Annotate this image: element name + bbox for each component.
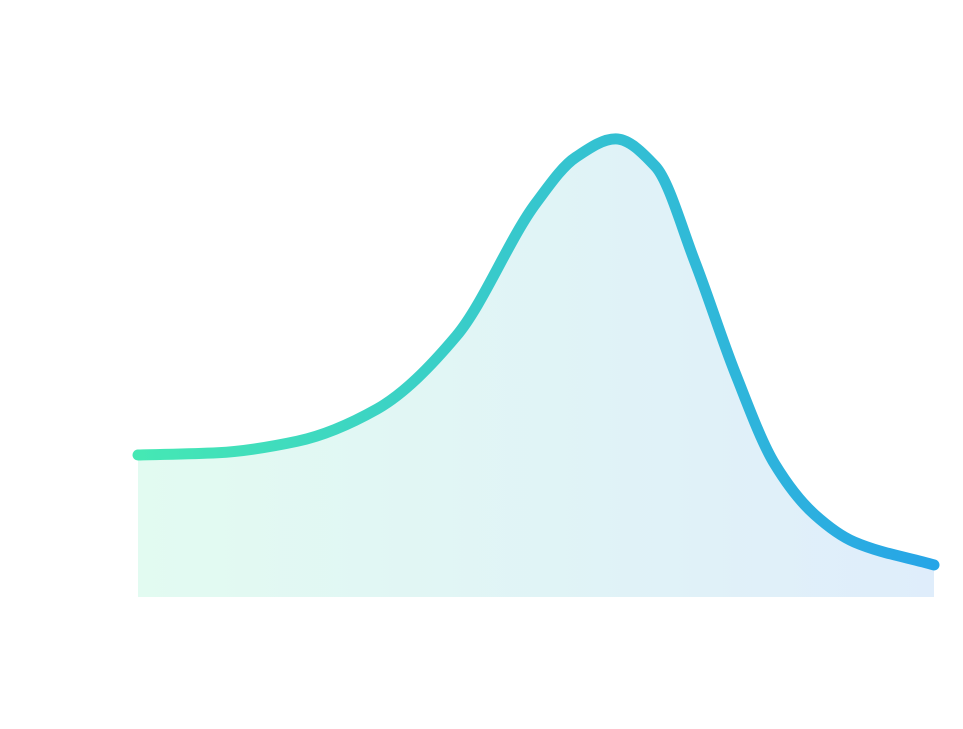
- series-line: [132, 133, 940, 571]
- area-fill: [138, 138, 934, 597]
